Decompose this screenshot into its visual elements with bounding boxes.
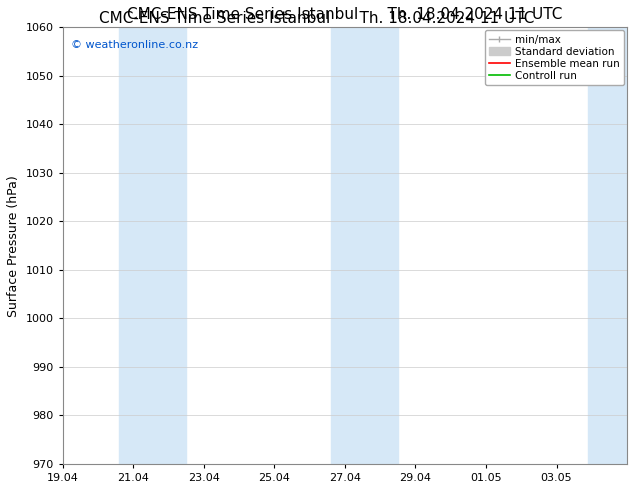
Text: © weatheronline.co.nz: © weatheronline.co.nz [71,40,198,50]
Bar [331,27,398,464]
Y-axis label: Surface Pressure (hPa): Surface Pressure (hPa) [7,175,20,317]
Text: CMC-ENS Time Series Istanbul      Th. 18.04.2024 11 UTC: CMC-ENS Time Series Istanbul Th. 18.04.2… [100,11,534,26]
Title: CMC-ENS Time Series Istanbul      Th. 18.04.2024 11 UTC: CMC-ENS Time Series Istanbul Th. 18.04.2… [127,7,562,22]
Legend: min/max, Standard deviation, Ensemble mean run, Controll run: min/max, Standard deviation, Ensemble me… [485,30,624,85]
Bar [588,27,627,464]
Bar [119,27,186,464]
